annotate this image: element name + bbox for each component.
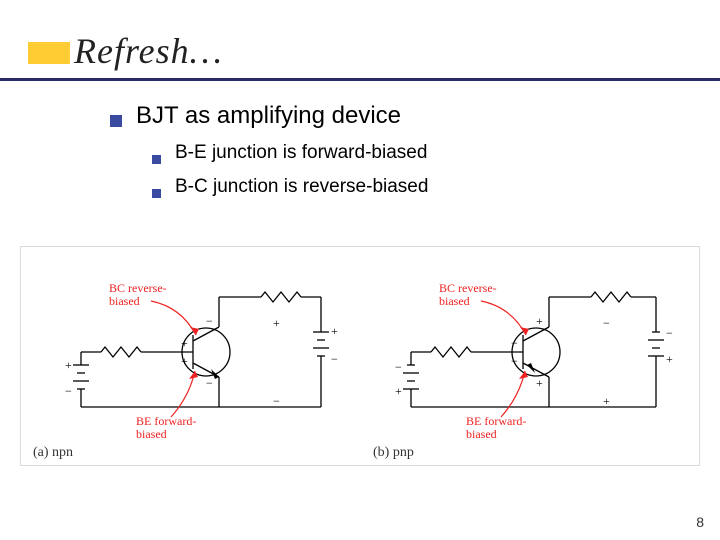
- circuit-diagram-panel: + − + − − + + − + − BC rever: [20, 246, 700, 466]
- svg-text:−: −: [666, 326, 673, 340]
- svg-text:−: −: [331, 352, 338, 366]
- svg-text:+: +: [536, 314, 543, 328]
- svg-text:+: +: [603, 394, 610, 408]
- svg-text:+: +: [666, 352, 673, 366]
- svg-text:+: +: [65, 358, 72, 372]
- svg-text:−: −: [65, 384, 72, 398]
- slide-title: Refresh…: [74, 30, 223, 72]
- npn-circuit: + − + − − + + − + − BC rever: [21, 247, 361, 467]
- svg-text:biased: biased: [466, 427, 497, 441]
- svg-text:+: +: [181, 354, 188, 368]
- title-block: Refresh…: [74, 30, 223, 72]
- content-area: BJT as amplifying device B-E junction is…: [110, 102, 428, 210]
- square-bullet-icon: [152, 189, 161, 198]
- main-bullet-row: BJT as amplifying device: [110, 102, 428, 130]
- svg-text:−: −: [395, 360, 402, 374]
- be-label: BE forward-: [136, 414, 196, 428]
- svg-text:biased: biased: [109, 294, 140, 308]
- svg-text:−: −: [273, 394, 280, 408]
- svg-text:−: −: [206, 314, 213, 328]
- svg-text:biased: biased: [136, 427, 167, 441]
- sub-bullet-text: B-E junction is forward-biased: [175, 142, 427, 164]
- svg-text:+: +: [273, 316, 280, 330]
- svg-text:+: +: [331, 324, 338, 338]
- title-underline: [0, 78, 720, 81]
- page-number: 8: [696, 514, 704, 530]
- sub-bullet-row: B-E junction is forward-biased: [152, 142, 428, 164]
- svg-text:BC reverse-: BC reverse-: [439, 281, 497, 295]
- svg-text:−: −: [511, 354, 518, 368]
- sub-bullet-text: B-C junction is reverse-biased: [175, 176, 428, 198]
- svg-text:−: −: [511, 336, 518, 350]
- sub-bullet-row: B-C junction is reverse-biased: [152, 176, 428, 198]
- svg-text:+: +: [395, 384, 402, 398]
- svg-text:+: +: [536, 376, 543, 390]
- pnp-circuit: − + − + + − − + − + BC reverse-: [361, 247, 701, 467]
- svg-text:−: −: [206, 376, 213, 390]
- npn-svg: + − + − − + + − + − BC rever: [21, 247, 361, 447]
- svg-text:−: −: [603, 316, 610, 330]
- svg-text:biased: biased: [439, 294, 470, 308]
- accent-bar: [28, 42, 70, 64]
- svg-text:+: +: [181, 336, 188, 350]
- main-bullet-text: BJT as amplifying device: [136, 102, 401, 130]
- square-bullet-icon: [152, 155, 161, 164]
- pnp-svg: − + − + + − − + − + BC reverse-: [361, 247, 701, 447]
- npn-caption: (a) npn: [33, 445, 73, 461]
- square-bullet-icon: [110, 115, 122, 127]
- pnp-caption: (b) pnp: [373, 445, 414, 461]
- bc-label: BC reverse-: [109, 281, 167, 295]
- svg-text:BE forward-: BE forward-: [466, 414, 526, 428]
- sub-bullet-list: B-E junction is forward-biased B-C junct…: [152, 142, 428, 198]
